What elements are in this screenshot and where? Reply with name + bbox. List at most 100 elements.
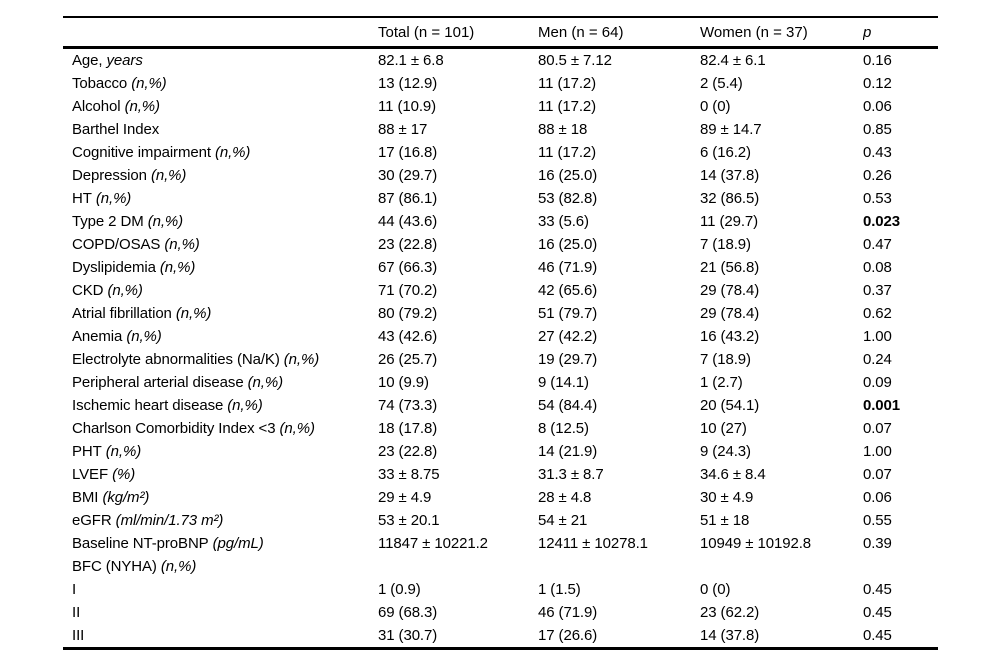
row-label: Age, years [63, 48, 378, 73]
row-label-text: III [72, 627, 85, 644]
cell-total: 11847 ± 10221.2 [378, 535, 488, 552]
row-label-text: Atrial fibrillation [72, 305, 172, 322]
cell-total: 17 (16.8) [378, 144, 438, 161]
row-label-text: Tobacco [72, 75, 128, 92]
row-label: Electrolyte abnormalities (Na/K) (n,%) [63, 348, 378, 371]
cell-p: 1.00 [863, 328, 892, 345]
row-label-unit: (n,%) [279, 351, 320, 368]
cell-women: 20 (54.1) [700, 397, 760, 414]
cell-total: 67 (66.3) [378, 259, 438, 276]
cell-total: 31 (30.7) [378, 627, 438, 644]
row-label-unit: (n,%) [146, 167, 187, 184]
table-row: LVEF (%) 33 ± 8.75 31.3 ± 8.7 34.6 ± 8.4 0.0… [63, 463, 938, 486]
row-label-unit: years [102, 52, 143, 69]
row-label-unit: (n,%) [122, 328, 162, 345]
row-label: BMI (kg/m²) [63, 486, 378, 509]
cell-total: 69 (68.3) [378, 604, 438, 621]
cell-men [538, 555, 700, 578]
row-label: CKD (n,%) [63, 279, 378, 302]
header-empty-cell [63, 17, 378, 49]
cell-p: 0.07 [863, 420, 892, 437]
row-label-unit: (n,%) [171, 305, 212, 322]
cell-total: 18 (17.8) [378, 420, 438, 437]
table-row: Cognitive impairment (n,%) 17 (16.8) 11 (1… [63, 141, 938, 164]
table-row: eGFR (ml/min/1.73 m²) 53 ± 20.1 54 ± 21 51 … [63, 509, 938, 532]
row-label: Baseline NT-proBNP (pg/mL) [63, 532, 378, 555]
cell-p: 0.85 [863, 121, 892, 138]
cell-p: 0.45 [863, 604, 892, 621]
cell-p: 0.45 [863, 581, 892, 598]
row-label-unit: (kg/m²) [98, 489, 150, 506]
table-row: Depression (n,%) 30 (29.7) 16 (25.0) 14 (37… [63, 164, 938, 187]
cell-women: 82.4 ± 6.1 [700, 52, 766, 69]
table-row: BMI (kg/m²) 29 ± 4.9 28 ± 4.8 30 ± 4.9 0.06 [63, 486, 938, 509]
cell-total: 29 ± 4.9 [378, 489, 432, 506]
cell-p: 0.47 [863, 236, 892, 253]
cell-women: 7 (18.9) [700, 236, 751, 253]
cell-p: 0.08 [863, 259, 892, 276]
cell-women: 11 (29.7) [700, 213, 759, 230]
row-label-text: Alcohol [72, 98, 121, 115]
cell-men: 1 (1.5) [538, 581, 581, 598]
cell-men: 42 (65.6) [538, 282, 598, 299]
row-label: III [63, 624, 378, 649]
cell-women: 7 (18.9) [700, 351, 751, 368]
cell-women: 30 ± 4.9 [700, 489, 754, 506]
cell-p: 1.00 [863, 443, 892, 460]
cell-women [700, 555, 863, 578]
cell-women: 34.6 ± 8.4 [700, 466, 766, 483]
cell-men: 54 ± 21 [538, 512, 588, 529]
row-label: Tobacco (n,%) [63, 72, 378, 95]
table-row: Alcohol (n,%) 11 (10.9) 11 (17.2) 0 (0) 0.06 [63, 95, 938, 118]
cell-women: 10 (27) [700, 420, 747, 437]
row-label: Cognitive impairment (n,%) [63, 141, 378, 164]
cell-total: 30 (29.7) [378, 167, 438, 184]
cell-p: 0.45 [863, 627, 892, 644]
header-total: Total (n = 101) [378, 17, 538, 49]
cell-total: 44 (43.6) [378, 213, 438, 230]
table-body: Age, years 82.1 ± 6.8 80.5 ± 7.12 82.4 ± 6.… [63, 48, 938, 649]
cell-total: 11 (10.9) [378, 98, 437, 115]
table-row: Electrolyte abnormalities (Na/K) (n,%) 26… [63, 348, 938, 371]
cell-men: 46 (71.9) [538, 259, 598, 276]
cell-men: 16 (25.0) [538, 236, 598, 253]
cell-p: 0.12 [863, 75, 892, 92]
cell-p [863, 555, 938, 578]
cell-women: 16 (43.2) [700, 328, 760, 345]
row-label-unit: (n,%) [120, 98, 160, 115]
row-label-text: Age, [72, 52, 103, 69]
row-label: I [63, 578, 378, 601]
cell-women: 29 (78.4) [700, 305, 760, 322]
row-label-text: Cognitive impairment [72, 144, 211, 161]
cell-women: 10949 ± 10192.8 [700, 535, 812, 552]
row-label: BFC (NYHA) (n,%) [63, 555, 378, 578]
cell-men: 19 (29.7) [538, 351, 598, 368]
cell-p: 0.09 [863, 374, 892, 391]
cell-women: 89 ± 14.7 [700, 121, 762, 138]
row-label-text: CKD [72, 282, 104, 299]
header-men: Men (n = 64) [538, 17, 700, 49]
row-label: HT (n,%) [63, 187, 378, 210]
cell-women: 14 (37.8) [700, 627, 760, 644]
row-label-text: Ischemic heart disease [72, 397, 224, 414]
cell-total: 88 ± 17 [378, 121, 428, 138]
table-row: Baseline NT-proBNP (pg/mL) 11847 ± 10221.… [63, 532, 938, 555]
table-header-row: Total (n = 101) Men (n = 64) Women (n = … [63, 17, 938, 49]
table-row: Ischemic heart disease (n,%) 74 (73.3) 54 … [63, 394, 938, 417]
cell-women: 51 ± 18 [700, 512, 750, 529]
cell-total: 80 (79.2) [378, 305, 438, 322]
cell-men: 28 ± 4.8 [538, 489, 592, 506]
row-label-unit: (n,%) [275, 420, 315, 437]
row-label-text: Electrolyte abnormalities (Na/K) [72, 351, 280, 368]
cell-p: 0.26 [863, 167, 892, 184]
table-row: Anemia (n,%) 43 (42.6) 27 (42.2) 16 (43.2) 1… [63, 325, 938, 348]
cell-p: 0.62 [863, 305, 892, 322]
cell-total: 10 (9.9) [378, 374, 429, 391]
row-label: Peripheral arterial disease (n,%) [63, 371, 378, 394]
header-p: p [863, 17, 938, 49]
cell-men: 33 (5.6) [538, 213, 589, 230]
cell-p: 0.07 [863, 466, 892, 483]
row-label-unit: (ml/min/1.73 m²) [111, 512, 224, 529]
table-row: Type 2 DM (n,%) 44 (43.6) 33 (5.6) 11 (29.7… [63, 210, 938, 233]
cell-total: 1 (0.9) [378, 581, 421, 598]
